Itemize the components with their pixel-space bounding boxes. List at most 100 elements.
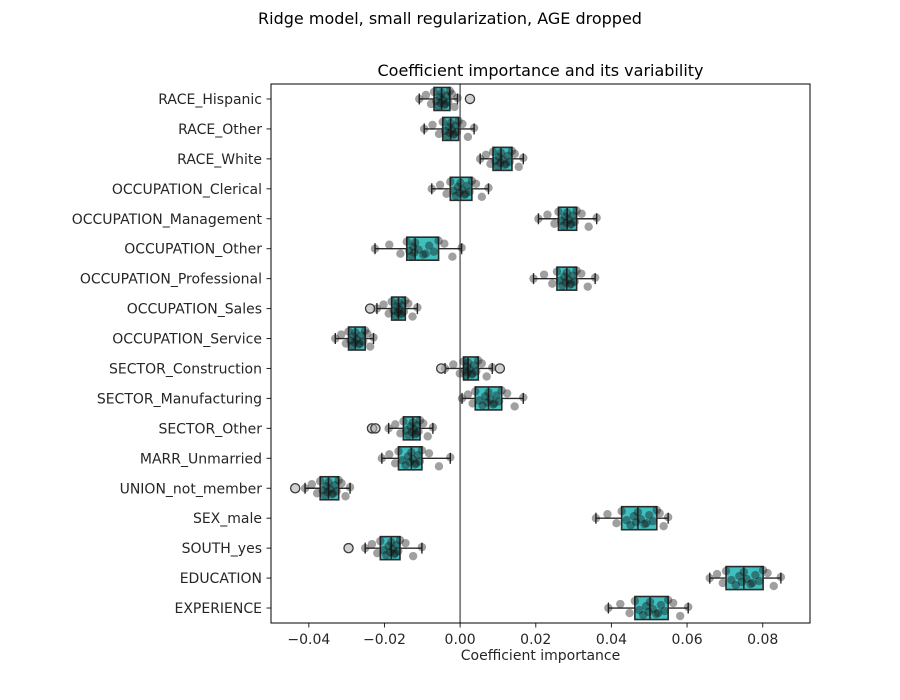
strip-point: [463, 368, 472, 377]
strip-point: [488, 400, 498, 409]
strip-point: [435, 180, 445, 190]
strip-point: [562, 268, 571, 277]
strip-point: [419, 250, 428, 259]
strip-point: [450, 102, 459, 112]
strip-point: [484, 388, 493, 397]
strip-point: [405, 458, 415, 467]
strip-point: [769, 581, 778, 591]
strip-point: [629, 511, 639, 521]
strip-point: [514, 162, 523, 172]
strip-point: [758, 565, 768, 575]
strip-point: [539, 270, 549, 279]
strip-point: [444, 122, 453, 132]
strip-point: [391, 311, 400, 320]
strip-point: [463, 390, 473, 399]
strip-point: [435, 92, 444, 102]
strip-point: [548, 279, 557, 288]
strip-point: [415, 457, 425, 466]
strip-point: [413, 303, 422, 312]
strip-point: [409, 425, 419, 434]
strip-point: [465, 187, 474, 197]
strip-point: [408, 455, 418, 464]
strip-point: [584, 222, 593, 231]
strip-point: [447, 125, 457, 135]
strip-point: [402, 426, 411, 435]
y-category-label: RACE_Other: [178, 122, 262, 138]
strip-point: [481, 150, 491, 160]
strip-point: [394, 546, 403, 556]
y-category-label: OCCUPATION_Sales: [127, 302, 262, 318]
strip-point: [411, 459, 421, 468]
strip-point: [334, 476, 343, 485]
strip-point: [453, 93, 462, 103]
strip-point: [438, 95, 448, 105]
strip-point: [645, 597, 655, 607]
strip-point: [451, 121, 460, 131]
strip-point: [507, 146, 517, 156]
strip-point: [445, 128, 455, 138]
strip-point: [406, 422, 415, 431]
strip-point: [469, 361, 479, 370]
strip-point: [344, 327, 353, 336]
x-tick-label: −0.04: [287, 632, 330, 648]
strip-point: [675, 611, 685, 621]
strip-point: [468, 399, 477, 408]
iqr-box: [379, 535, 401, 561]
strip-point: [488, 147, 498, 157]
strip-point: [550, 219, 559, 228]
strip-point: [478, 401, 487, 410]
strip-point: [410, 248, 419, 257]
strip-point: [415, 94, 424, 104]
strip-point: [367, 539, 377, 549]
strip-point: [300, 484, 310, 493]
strip-point: [382, 550, 391, 560]
strip-point: [475, 154, 485, 164]
strip-point: [468, 369, 477, 378]
strip-point: [630, 596, 640, 606]
strip-point: [463, 132, 473, 142]
strip-point: [500, 160, 510, 170]
strip-point: [419, 419, 428, 428]
strip-point: [429, 247, 439, 256]
strip-point: [570, 277, 579, 286]
strip-point: [566, 280, 575, 289]
x-tick-label: 0.06: [671, 632, 702, 648]
y-category-label: SEX_male: [193, 511, 262, 527]
outlier-flier: [494, 363, 506, 374]
strip-point: [440, 126, 450, 136]
strip-point: [394, 298, 403, 307]
strip-point: [776, 572, 786, 582]
strip-point: [434, 236, 443, 245]
strip-point: [457, 243, 466, 252]
strip-point: [653, 608, 663, 618]
strip-point: [434, 462, 444, 471]
strip-point: [497, 386, 506, 395]
strip-point: [461, 189, 470, 199]
strip-point: [453, 182, 463, 192]
strip-point: [427, 184, 436, 194]
strip-point: [502, 389, 512, 398]
strip-point: [404, 431, 413, 440]
strip-point: [519, 153, 528, 163]
strip-point: [390, 549, 399, 559]
strip-point: [327, 490, 337, 499]
strip-point: [655, 508, 664, 518]
strip-point: [421, 90, 431, 100]
strip-point: [410, 238, 420, 247]
strip-point: [590, 273, 600, 282]
strip-point: [457, 394, 467, 403]
strip-point: [721, 566, 731, 576]
strip-point: [642, 601, 651, 611]
strip-point: [412, 421, 422, 430]
strip-point: [413, 451, 422, 460]
y-category-label: EXPERIENCE: [174, 601, 262, 617]
y-category-label: SECTOR_Construction: [109, 361, 262, 377]
strip-point: [463, 358, 473, 367]
strip-point: [355, 339, 364, 348]
strip-point: [471, 179, 481, 189]
strip-point: [417, 542, 427, 552]
strip-point: [577, 269, 586, 278]
strip-point: [417, 446, 427, 455]
strip-point: [455, 188, 464, 198]
strip-point: [566, 220, 575, 229]
